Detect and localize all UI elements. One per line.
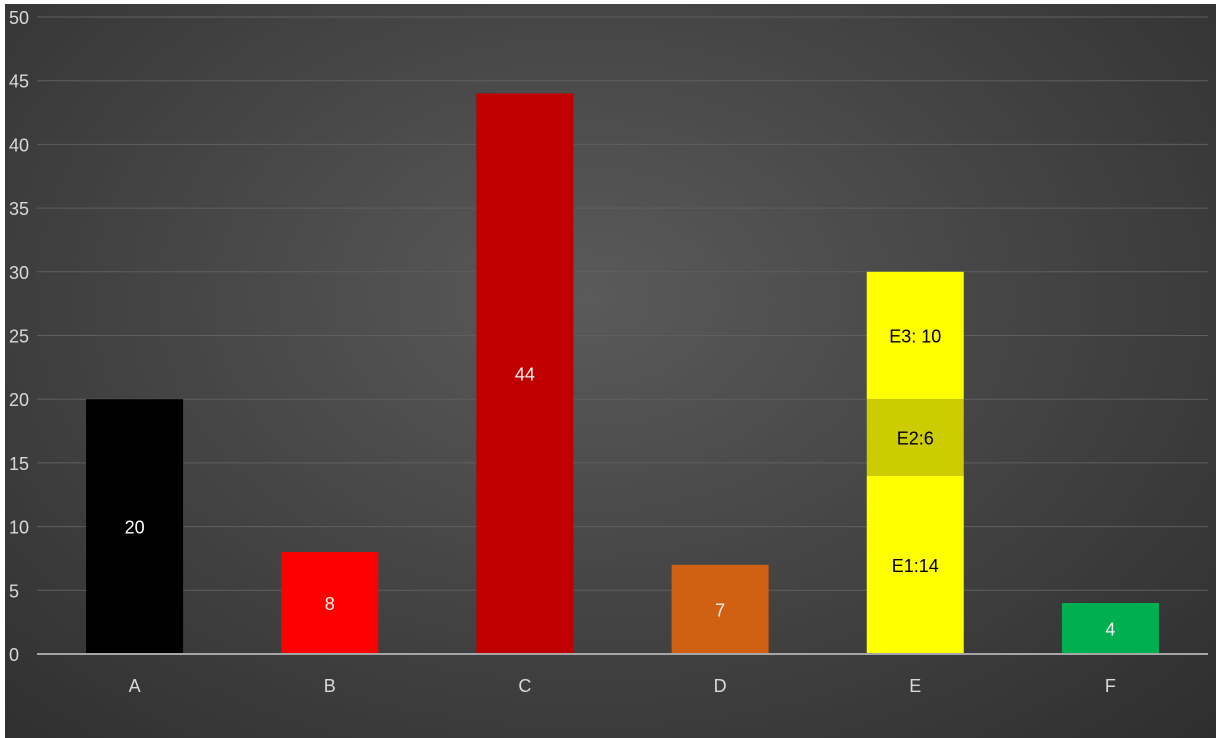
gridlines <box>37 16 1208 591</box>
x-tick-label: E <box>909 676 921 696</box>
x-tick-label: B <box>324 676 336 696</box>
y-tick-label: 5 <box>9 581 19 601</box>
data-label: 20 <box>125 518 145 538</box>
data-label: E3: 10 <box>889 327 941 347</box>
bar-d <box>671 564 769 654</box>
bar-b <box>281 552 379 654</box>
bar-e <box>866 271 964 400</box>
chart-area <box>5 4 1216 738</box>
data-label: 44 <box>515 365 535 385</box>
x-axis-ticks: A B C D E F <box>129 676 1116 696</box>
y-tick-label: 20 <box>9 390 29 410</box>
x-tick-label: F <box>1105 676 1116 696</box>
data-label: 7 <box>715 600 725 620</box>
y-tick-label: 50 <box>9 8 29 28</box>
y-tick-label: 10 <box>9 518 29 538</box>
x-tick-label: A <box>129 676 141 696</box>
data-label: E2:6 <box>897 428 934 448</box>
bar-a <box>86 399 184 654</box>
data-label: 4 <box>1105 620 1115 640</box>
x-tick-label: D <box>714 676 727 696</box>
bar-e <box>866 399 964 476</box>
y-tick-label: 25 <box>9 327 29 347</box>
data-labels: 20 8 44 7 E1:14 E2:6 E3: 10 4 <box>125 327 1116 640</box>
y-tick-label: 30 <box>9 263 29 283</box>
y-tick-label: 35 <box>9 199 29 219</box>
y-axis-ticks: 0 5 10 15 20 25 30 35 40 45 50 <box>9 8 29 665</box>
bar-e <box>866 475 964 654</box>
y-tick-label: 0 <box>9 645 19 665</box>
y-tick-label: 15 <box>9 454 29 474</box>
bar-f <box>1061 603 1159 654</box>
y-tick-label: 45 <box>9 72 29 92</box>
data-label: E1:14 <box>892 556 939 576</box>
y-tick-label: 40 <box>9 135 29 155</box>
bars <box>86 93 1159 654</box>
bar-c <box>476 93 574 654</box>
x-tick-label: C <box>518 676 531 696</box>
data-label: 8 <box>325 594 335 614</box>
